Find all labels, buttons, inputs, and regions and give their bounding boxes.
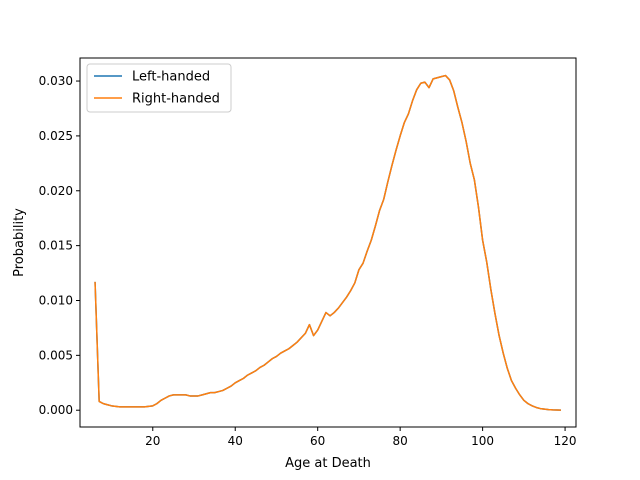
x-tick-label: 20 [145, 434, 160, 448]
series-line-2 [94, 74, 561, 411]
y-tick-label: 0.010 [39, 293, 73, 307]
x-tick-label: 120 [554, 434, 577, 448]
y-tick-label: 0.025 [39, 129, 73, 143]
legend-label-1: Left-handed [132, 70, 210, 85]
plot-frame [79, 57, 577, 428]
y-tick-label: 0.020 [39, 184, 73, 198]
x-tick-label: 100 [471, 434, 494, 448]
x-axis: 20 40 60 80 100 120 [145, 427, 577, 448]
y-axis-label: Probability [12, 208, 27, 277]
legend-label-2: Right-handed [132, 92, 220, 107]
x-tick-label: 40 [228, 434, 243, 448]
y-tick-label: 0.000 [39, 403, 73, 417]
x-tick-label: 80 [393, 434, 408, 448]
y-tick-label: 0.030 [39, 74, 73, 88]
y-tick-label: 0.005 [39, 348, 73, 362]
x-tick-label: 60 [310, 434, 325, 448]
y-axis: 0.000 0.005 0.010 0.015 0.020 0.025 0.030 [39, 74, 80, 417]
y-tick-label: 0.015 [39, 239, 73, 253]
legend-box [86, 63, 232, 113]
series-layer [94, 74, 561, 411]
x-axis-label: Age at Death [285, 456, 371, 471]
legend: Left-handed Right-handed [86, 63, 232, 113]
